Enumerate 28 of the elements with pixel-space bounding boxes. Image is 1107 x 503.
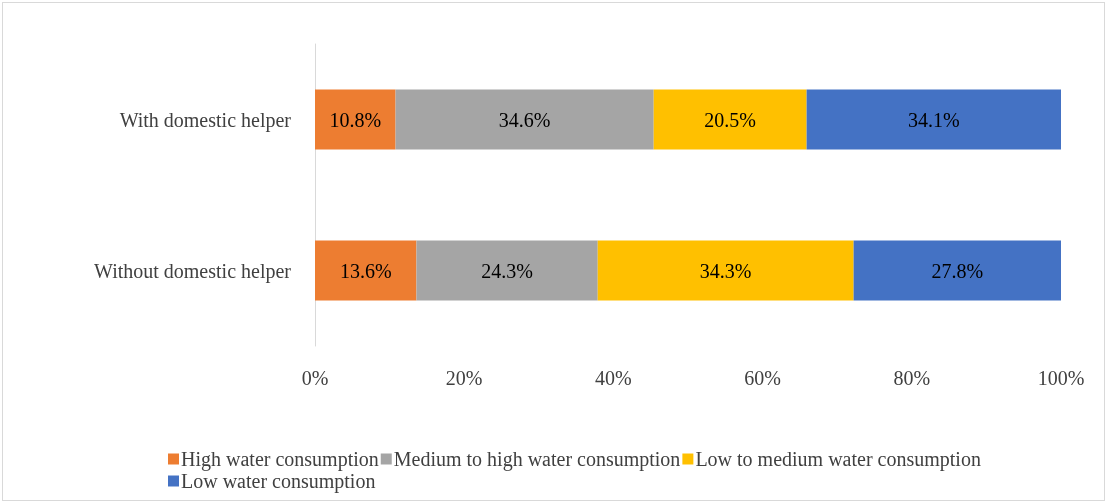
x-tick-label: 60%: [744, 367, 781, 389]
legend-label: Medium to high water consumption: [393, 448, 681, 471]
legend-label: High water consumption: [181, 448, 379, 471]
data-label: 34.6%: [498, 108, 551, 131]
legend-label: Low to medium water consumption: [695, 448, 981, 471]
data-label: 27.8%: [931, 259, 984, 282]
y-tick-label: Without domestic helper: [94, 259, 292, 283]
x-tick-label: 100%: [1037, 367, 1085, 389]
bar: [416, 240, 598, 301]
bar: [806, 89, 1061, 150]
x-tick-label: 40%: [595, 367, 632, 389]
data-label: 13.6%: [339, 259, 392, 282]
data-label: 34.1%: [907, 108, 960, 131]
data-label: 20.5%: [704, 108, 756, 131]
bar: [315, 240, 417, 301]
bar: [853, 240, 1061, 301]
y-tick-label: With domestic helper: [119, 108, 292, 132]
data-label: 34.3%: [699, 259, 752, 282]
x-tick-label: 0%: [301, 367, 329, 389]
legend-label: Low water consumption: [181, 470, 376, 493]
x-tick-label: 80%: [893, 367, 931, 389]
bar: [315, 89, 396, 150]
bar: [395, 89, 654, 150]
data-label: 10.8%: [329, 108, 382, 131]
data-label: 24.3%: [481, 259, 533, 282]
x-tick-label: 20%: [445, 367, 483, 389]
bar: [597, 240, 854, 301]
bar: [653, 89, 807, 150]
